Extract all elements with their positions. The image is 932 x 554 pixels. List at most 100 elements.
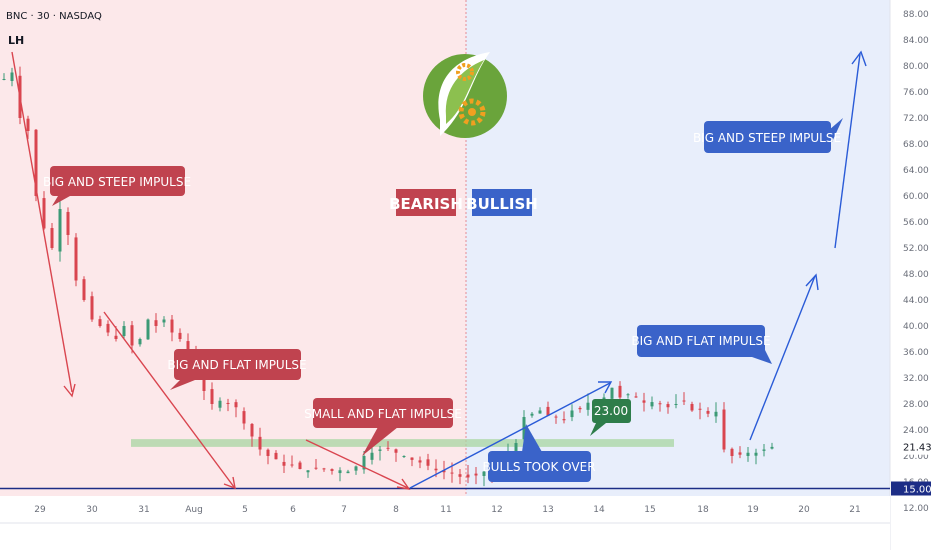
callout-box [488,451,591,482]
callout-box [174,349,301,380]
pivot-label: LH [8,34,24,47]
callout-big-flat-impulse-projection: BIG AND FLAT IMPULSE [631,325,772,364]
candle-body [626,394,630,396]
candle-body [514,443,518,457]
candle-body [578,407,582,410]
price-tick-label: 88.00 [903,10,929,20]
price-tick-label: 12.00 [903,504,929,514]
arrow-steep-down [11,51,73,393]
price-tick-label: 64.00 [903,166,929,176]
arrow-head [223,476,236,490]
candle-body [370,452,374,460]
candle-body [98,319,102,326]
time-tick-label: 29 [34,505,46,515]
candle-body [562,419,566,421]
candle-body [74,237,78,281]
candle-body [306,470,310,473]
candle-body [138,339,142,345]
price-tick-label: 44.00 [903,296,929,306]
current-price-tag: 21.43 [891,438,932,455]
tag-pointer [590,423,606,436]
candle-body [282,461,286,466]
arrow-small-flat-down [305,439,409,489]
candle-body [434,468,438,471]
tag-text: 23.00 [594,404,628,418]
candle-body [770,446,774,449]
candle-body [274,452,278,460]
candle-body [682,400,686,402]
candle-body [674,404,678,405]
callout-text: BIG AND STEEP IMPULSE [693,131,841,145]
time-tick-label: 7 [341,505,347,515]
bullish-arrows [409,50,867,489]
bullish-zone-background [466,0,890,496]
candle-body [66,211,70,235]
candle-body [178,332,182,339]
price-tick-label: 72.00 [903,114,929,124]
candle-body [2,79,6,80]
candle-body [426,459,430,466]
price-tick-label: 52.00 [903,244,929,254]
tag-text: 15.00 [903,485,932,496]
price-tick-label: 56.00 [903,218,929,228]
time-tick-label: 13 [542,505,553,515]
arrow-head [396,478,411,490]
price-axis-panel[interactable] [890,0,932,550]
candle-body [722,409,726,450]
candle-body [706,410,710,414]
callout-pointer [829,118,843,142]
price-tick-label: 76.00 [903,88,929,98]
candle-body [538,410,542,414]
candle-body [42,198,46,229]
price-tick-label: 40.00 [903,322,929,332]
time-tick-label: 11 [440,505,451,515]
candle-body [610,387,614,399]
candle-body [210,389,214,404]
bearish-arrows [11,51,411,490]
callout-box [50,166,185,196]
callout-box [637,325,765,357]
candle-body [458,474,462,477]
arrow-projection-2 [834,53,861,249]
callout-bulls-took-over: BULLS TOOK OVER [482,424,596,482]
bullish-label-box [472,189,532,216]
candle-body [258,436,262,450]
callout-box [704,121,831,153]
time-tick-label: 8 [393,505,399,515]
time-tick-label: Aug [185,505,203,515]
bearish-label: BEARISH [389,195,463,213]
candle-body [218,400,222,408]
candle-body [474,473,478,476]
candle-body [730,448,734,456]
candle-body [442,470,446,473]
candle-body [154,320,158,326]
candle-body [106,323,110,333]
candle-body [90,296,94,320]
candle-body [346,471,350,474]
candle-body [226,402,230,404]
candle-body [754,452,758,456]
arrow-bulls-up [409,382,611,489]
candle-body [378,449,382,451]
tag-box [592,399,631,423]
candle-body [634,396,638,398]
time-axis-ticks: 29 30 31 Aug 5 6 7 8 11 12 13 14 15 18 19 20 21 [34,505,860,515]
candle-body [162,319,166,323]
candle-body [466,474,470,478]
callout-box [313,398,453,428]
support-price-tag: 15.00 [891,481,932,496]
time-tick-label: 6 [290,505,296,515]
symbol-title: BNC · 30 · NASDAQ [6,11,102,22]
gear-icon [456,63,474,81]
candle-body [738,452,742,455]
candle-body [618,385,622,398]
candle-body [114,335,118,339]
candle-body [386,447,390,449]
candle-body [418,460,422,463]
price-tick-label: 80.00 [903,62,929,72]
candle-body [354,466,358,471]
candle-body [170,319,174,333]
candle-body [362,456,366,470]
